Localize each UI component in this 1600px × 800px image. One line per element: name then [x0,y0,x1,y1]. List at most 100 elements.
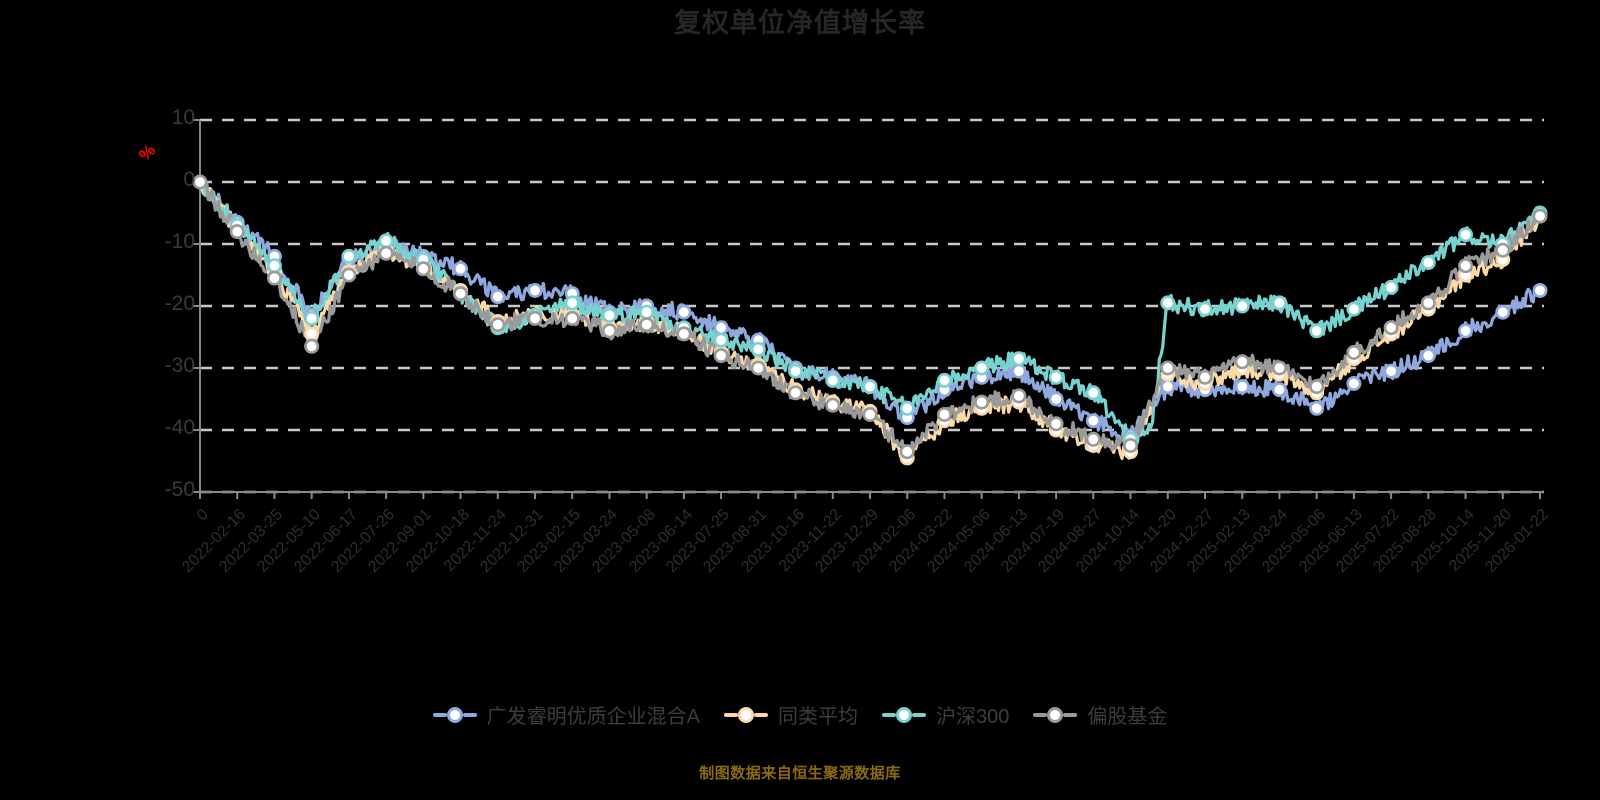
series-marker-0 [1271,382,1287,398]
legend-line-left [881,712,896,717]
series-marker-2 [1271,295,1287,311]
series-marker-3 [527,310,543,326]
series-marker-3 [1346,344,1362,360]
series-marker-2 [1011,351,1027,367]
series-marker-0 [1532,282,1548,298]
y-tick-label: -50 [164,478,195,501]
series-marker-3 [1048,416,1064,432]
series-marker-2 [378,233,394,249]
series-marker-0 [1346,375,1362,391]
series-marker-3 [341,267,357,283]
series-marker-2 [1458,227,1474,243]
legend-marker-icon [432,706,477,723]
series-marker-3 [192,174,208,190]
series-marker-3 [304,338,320,354]
y-axis-tick-labels: 10 0 -10 -20 -30 -40 -50 [110,0,195,800]
series-marker-2 [788,363,804,379]
series-marker-0 [1234,379,1250,395]
series-marker-3 [1495,242,1511,258]
series-marker-2 [1383,279,1399,295]
series-marker-0 [1011,363,1027,379]
series-marker-2 [564,295,580,311]
series-marker-3 [788,385,804,401]
legend-item-0[interactable]: 广发睿明优质企业混合A [432,700,700,729]
series-marker-2 [266,258,282,274]
legend-label: 偏股基金 [1087,706,1168,728]
legend-marker-icon [723,706,768,723]
series-marker-2 [1048,369,1064,385]
series-marker-3 [1383,320,1399,336]
page-title: 复权单位净值增长率 [674,8,926,38]
legend-circle-icon [737,706,754,723]
series-marker-3 [266,270,282,286]
series-marker-2 [825,372,841,388]
series-marker-3 [713,348,729,364]
legend-line-right [1063,712,1078,717]
series-marker-3 [974,394,990,410]
legend-marker-icon [1033,706,1078,723]
legend-item-1[interactable]: 同类平均 [723,700,858,729]
y-tick-label: 10 [171,106,195,129]
series-marker-0 [676,304,692,320]
series-marker-3 [899,444,915,460]
series-marker-3 [378,245,394,261]
legend-line-left [723,712,738,717]
series-marker-3 [1085,431,1101,447]
y-tick-label: 0 [183,168,195,191]
series-marker-2 [341,248,357,264]
series-marker-0 [1420,348,1436,364]
series-marker-3 [490,317,506,333]
series-marker-3 [1197,369,1213,385]
y-tick-label: -20 [164,292,195,315]
series-marker-0 [1085,413,1101,429]
legend-label: 同类平均 [777,706,858,728]
series-marker-2 [1160,295,1176,311]
series-marker-0 [490,289,506,305]
legend-circle-icon [1047,706,1064,723]
legend-line-left [1033,712,1048,717]
legend-circle-icon [446,706,463,723]
series-marker-0 [1048,391,1064,407]
y-tick-label: -30 [164,354,195,377]
series-line-0 [198,177,1542,441]
series-marker-3 [229,224,245,240]
series-marker-3 [1309,379,1325,395]
series-marker-3 [1532,208,1548,224]
data-source-note: 制图数据来自恒生聚源数据库 [699,765,901,782]
series-marker-0 [527,282,543,298]
series-marker-3 [639,317,655,333]
legend-item-3[interactable]: 偏股基金 [1033,700,1167,729]
series-marker-2 [1309,323,1325,339]
series-marker-1 [304,326,320,342]
series-marker-2 [899,400,915,416]
series-marker-2 [304,310,320,326]
series-marker-2 [936,372,952,388]
series-marker-2 [862,379,878,395]
series-marker-0 [1160,379,1176,395]
legend-line-right [911,712,926,717]
legend-line-right [462,712,477,717]
series-marker-2 [1234,298,1250,314]
legend-line-left [432,712,447,717]
legend-line-right [753,712,768,717]
series-marker-3 [1160,360,1176,376]
series-marker-2 [750,341,766,357]
legend-item-2[interactable]: 沪深300 [881,700,1010,729]
series-marker-3 [1420,295,1436,311]
series-marker-3 [453,286,469,302]
y-tick-label: -40 [164,416,195,439]
series-marker-3 [1271,360,1287,376]
series-marker-2 [639,304,655,320]
legend-label: 沪深300 [935,706,1010,728]
series-marker-2 [1085,385,1101,401]
series-marker-0 [1495,304,1511,320]
y-tick-label: -10 [164,230,195,253]
series-marker-0 [1458,323,1474,339]
legend-circle-icon [895,706,912,723]
series-marker-3 [1011,388,1027,404]
series-marker-3 [564,310,580,326]
legend-label: 广发睿明优质企业混合A [486,706,700,728]
series-marker-2 [1346,301,1362,317]
series-marker-2 [974,360,990,376]
